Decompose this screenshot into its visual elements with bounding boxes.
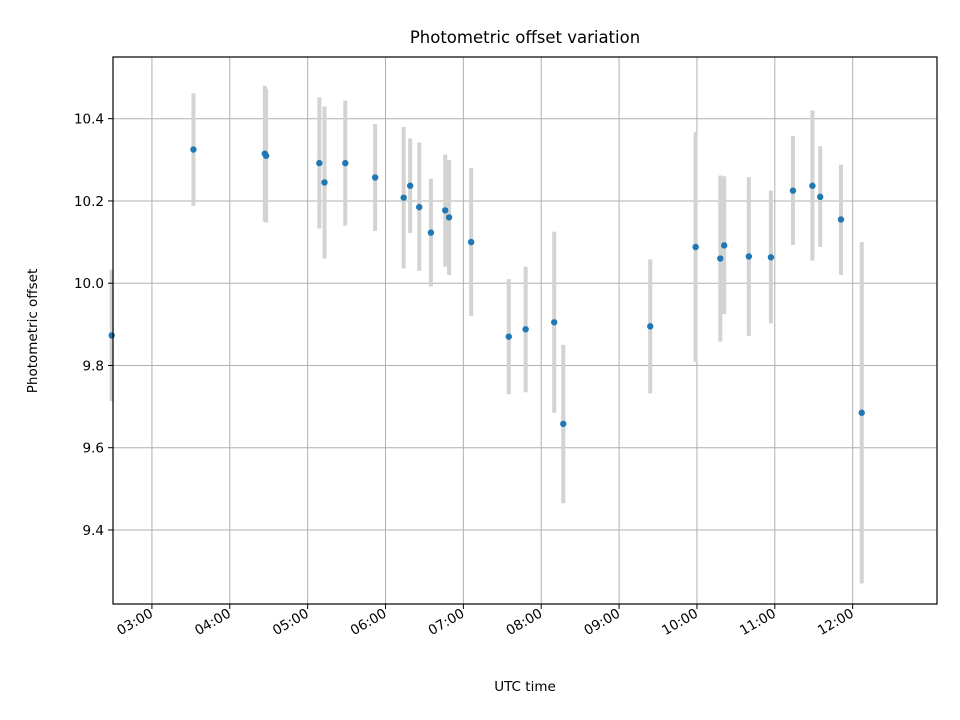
data-point — [692, 243, 699, 251]
data-point — [789, 187, 797, 194]
data-point — [445, 214, 453, 221]
x-axis-ticks: 03:00 04:00 05:00 06:00 07:00 08:00 09:00 10:00… — [114, 604, 857, 639]
x-tick-label: 03:00 — [114, 606, 156, 639]
error-bars — [109, 85, 864, 584]
y-tick-label: 10.4 — [74, 112, 104, 128]
data-point — [427, 229, 435, 236]
data-point — [550, 319, 558, 326]
x-tick-label: 09:00 — [581, 606, 623, 639]
data-point — [416, 203, 423, 211]
data-point — [720, 242, 728, 249]
data-point — [505, 333, 512, 340]
data-point — [817, 193, 824, 201]
data-points — [108, 146, 865, 428]
x-axis-label: UTC time — [494, 679, 556, 695]
data-point — [371, 174, 379, 181]
x-tick-label: 11:00 — [737, 606, 779, 639]
data-point — [441, 207, 449, 214]
data-point — [647, 323, 654, 330]
data-point — [767, 254, 775, 261]
data-point — [342, 159, 349, 167]
data-point — [316, 159, 323, 167]
y-tick-label: 9.6 — [83, 441, 104, 457]
data-point — [400, 194, 407, 201]
data-point — [262, 152, 270, 159]
data-point — [190, 146, 197, 153]
x-tick-label: 10:00 — [659, 606, 701, 639]
plot-frame — [112, 56, 938, 605]
y-tick-label: 10.0 — [74, 276, 104, 292]
data-point — [809, 182, 816, 189]
data-point — [467, 238, 475, 246]
x-tick-label: 08:00 — [504, 606, 546, 639]
x-tick-label: 12:00 — [815, 606, 857, 639]
y-tick-label: 9.4 — [83, 523, 104, 539]
data-point — [837, 216, 845, 223]
y-axis-label: Photometric offset — [25, 269, 41, 393]
y-axis-ticks: 9.4 9.6 9.8 10.0 10.2 10.4 — [74, 112, 113, 539]
data-point — [108, 332, 115, 339]
data-point — [522, 326, 529, 333]
x-tick-label: 07:00 — [426, 606, 468, 639]
y-tick-label: 10.2 — [74, 194, 104, 210]
data-point — [321, 179, 328, 186]
data-point — [858, 409, 865, 416]
x-tick-label: 06:00 — [348, 606, 390, 639]
data-point — [560, 420, 567, 428]
data-point — [717, 255, 724, 262]
data-point — [406, 182, 414, 189]
chart-title: Photometric offset variation — [410, 28, 640, 47]
x-tick-label: 05:00 — [270, 606, 312, 639]
x-tick-label: 04:00 — [192, 606, 234, 639]
data-point — [745, 253, 753, 260]
y-tick-label: 9.8 — [83, 358, 104, 374]
